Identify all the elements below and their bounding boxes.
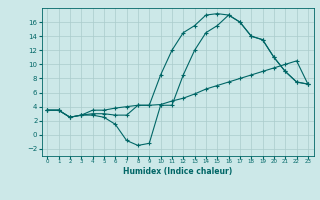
X-axis label: Humidex (Indice chaleur): Humidex (Indice chaleur)	[123, 167, 232, 176]
